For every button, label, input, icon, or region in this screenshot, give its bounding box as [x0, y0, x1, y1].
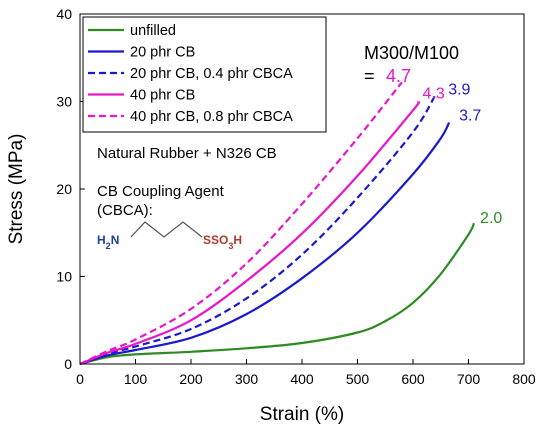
y-tick-label: 0 — [64, 356, 72, 372]
molecule-amine-group: H2N — [97, 233, 119, 251]
end-label: 4.3 — [423, 86, 445, 103]
end-label: 4.7 — [386, 66, 411, 86]
molecule-bonds — [130, 221, 203, 238]
legend-label: 20 phr CB, 0.4 phr CBCA — [130, 66, 293, 82]
molecule-sulfonate-group: SSO3H — [203, 233, 242, 251]
axis-ticks: 0 100 200 300 400 500 600 700 800 0 10 20 30 40 — [56, 6, 535, 387]
x-axis-label: Strain (%) — [260, 404, 344, 425]
x-tick-label: 400 — [290, 371, 314, 387]
ratio-title: M300/M100 — [364, 43, 459, 63]
series-line-4 — [79, 100, 421, 366]
ratio-prefix: = — [364, 66, 375, 86]
y-axis-label: Stress (MPa) — [6, 134, 27, 245]
y-tick-label: 30 — [56, 94, 72, 110]
x-tick-label: 600 — [401, 371, 425, 387]
end-labels: 4.7 4.3 3.9 3.7 2.0 — [386, 66, 502, 227]
x-tick-label: 800 — [512, 371, 536, 387]
series-layer — [79, 81, 476, 366]
system-label: Natural Rubber + N326 CB — [97, 145, 277, 162]
agent-label-line1: CB Coupling Agent — [97, 183, 225, 200]
end-label: 3.9 — [448, 81, 470, 98]
x-tick-label: 200 — [179, 371, 203, 387]
x-tick-label: 0 — [76, 371, 84, 387]
x-tick-label: 700 — [457, 371, 481, 387]
legend-label: 40 phr CB, 0.8 phr CBCA — [130, 109, 293, 125]
cbca-molecule: H2N SSO3H — [97, 221, 242, 251]
y-tick-label: 20 — [56, 181, 72, 197]
legend-box — [82, 16, 327, 133]
x-tick-label: 100 — [124, 371, 148, 387]
legend-entries: unfilled 20 phr CB 20 phr CB, 0.4 phr CBCA… — [88, 23, 293, 125]
x-tick-label: 300 — [235, 371, 259, 387]
legend-label: unfilled — [130, 23, 176, 39]
series-line-1 — [79, 222, 476, 366]
legend-label: 20 phr CB — [130, 45, 195, 61]
end-label: 3.7 — [459, 108, 481, 125]
y-tick-label: 40 — [56, 6, 72, 22]
end-label: 2.0 — [480, 210, 502, 227]
series-line-5 — [79, 81, 403, 365]
series-line-2 — [79, 121, 451, 366]
agent-label-line2: (CBCA): — [97, 202, 153, 219]
legend-label: 40 phr CB — [130, 88, 195, 104]
y-tick-label: 10 — [56, 269, 72, 285]
series-line-3 — [79, 94, 437, 366]
x-tick-label: 500 — [346, 371, 370, 387]
legend: unfilled 20 phr CB 20 phr CB, 0.4 phr CBCA… — [82, 16, 327, 133]
